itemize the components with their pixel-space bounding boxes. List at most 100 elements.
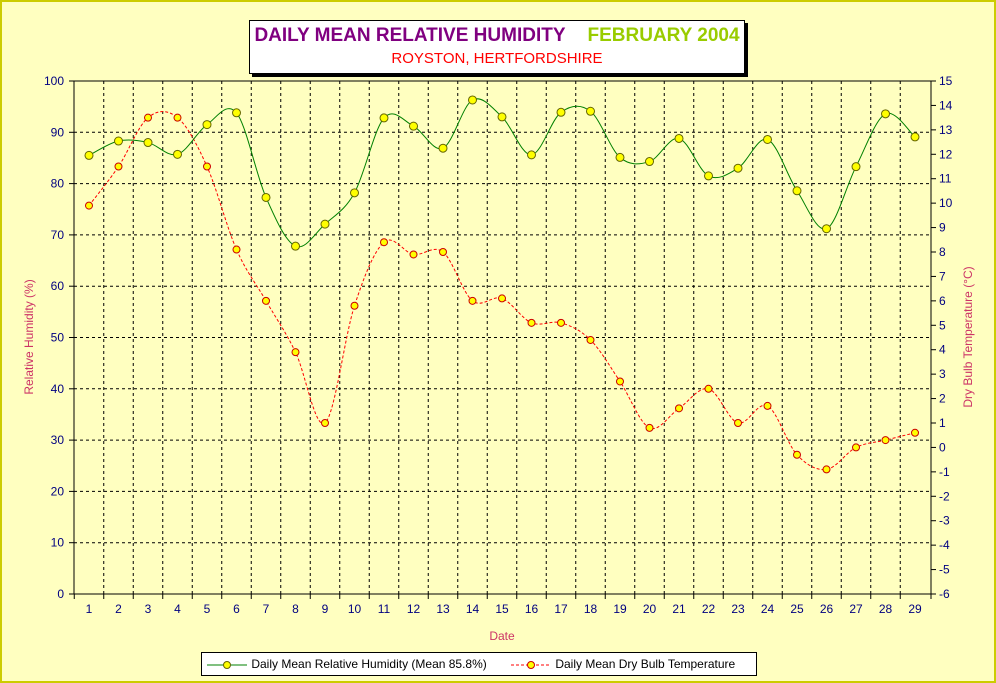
humidity-point	[881, 109, 890, 119]
x-tick-label: 25	[790, 602, 804, 616]
temperature-point	[380, 238, 388, 247]
temperature-point	[675, 404, 683, 413]
humidity-point	[851, 162, 861, 172]
x-tick-label: 3	[145, 602, 152, 616]
legend-item-temperature: Daily Mean Dry Bulb Temperature	[510, 653, 735, 675]
x-tick-label: 27	[849, 602, 863, 616]
temperature-point	[704, 384, 713, 393]
humidity-point	[792, 186, 802, 196]
legend-label-temperature: Daily Mean Dry Bulb Temperature	[555, 657, 736, 671]
x-tick-label: 29	[908, 602, 922, 616]
legend-swatch-humidity	[207, 660, 247, 669]
temperature-point	[557, 318, 565, 327]
humidity-point	[645, 157, 654, 167]
temperature-point	[262, 296, 270, 305]
temperature-point	[439, 248, 447, 256]
right-tick-label: 0	[939, 440, 946, 454]
right-tick-label: -1	[939, 465, 950, 479]
x-tick-label: 5	[204, 602, 211, 616]
x-tick-label: 21	[672, 602, 686, 616]
temperature-point	[173, 113, 182, 122]
temperature-point	[911, 428, 919, 437]
x-tick-label: 20	[643, 602, 657, 616]
humidity-point	[615, 152, 625, 162]
x-axis-label: Date	[489, 629, 515, 643]
left-tick-label: 0	[57, 587, 64, 601]
humidity-point	[910, 132, 920, 142]
chart-subtitle: ROYSTON, HERTFORDSHIRE	[391, 50, 603, 67]
right-tick-label: 15	[939, 74, 953, 88]
temperature-point	[409, 250, 418, 259]
humidity-point	[320, 219, 330, 229]
left-axis-ticks: 0 10 20 30 40 50 60 70 80 90 100	[44, 74, 74, 601]
humidity-point	[379, 113, 389, 123]
right-tick-label: 12	[939, 147, 953, 161]
left-tick-label: 100	[44, 74, 64, 88]
humidity-point	[822, 224, 831, 234]
right-tick-label: 3	[939, 367, 946, 381]
humidity-point	[84, 150, 94, 160]
right-tick-label: 8	[939, 245, 946, 259]
x-tick-label: 6	[233, 602, 240, 616]
right-tick-label: -4	[939, 538, 950, 552]
x-tick-label: 18	[584, 602, 598, 616]
left-tick-label: 80	[51, 177, 65, 191]
temperature-point	[203, 162, 211, 171]
x-tick-label: 22	[702, 602, 716, 616]
humidity-point	[527, 150, 536, 160]
left-tick-label: 10	[51, 536, 65, 550]
right-tick-label: -5	[939, 563, 950, 577]
humidity-point	[350, 188, 359, 198]
right-tick-label: 5	[939, 318, 946, 332]
title-line: DAILY MEAN RELATIVE HUMIDITY FEBRUARY 200…	[250, 25, 744, 47]
chart-title-date: FEBRUARY 2004	[587, 25, 740, 46]
x-tick-label: 23	[731, 602, 745, 616]
x-tick-label: 28	[879, 602, 893, 616]
temperature-point	[586, 335, 595, 344]
temperature-point	[114, 162, 123, 171]
x-tick-label: 14	[466, 602, 480, 616]
humidity-point	[261, 192, 271, 202]
series-temperature	[85, 111, 919, 474]
right-tick-label: 11	[939, 172, 952, 186]
temperature-point	[822, 465, 831, 474]
x-tick-label: 10	[348, 602, 362, 616]
legend-item-humidity: Daily Mean Relative Humidity (Mean 85.8%…	[206, 653, 487, 675]
humidity-point	[763, 134, 772, 144]
x-tick-label: 19	[613, 602, 627, 616]
temperature-point	[350, 301, 359, 310]
x-tick-label: 7	[263, 602, 270, 616]
x-axis-ticks: 1 2 3 4 5 6 7 8 9 10 11 12 13 14 15 16 17 18 19 20 21 22 23 24 2…	[73, 594, 932, 616]
right-tick-label: -6	[939, 587, 950, 601]
right-tick-label: -3	[939, 514, 950, 528]
temperature-point	[763, 401, 772, 410]
right-tick-label: 14	[939, 98, 953, 112]
temperature-point	[321, 419, 329, 427]
temperature-point	[468, 296, 477, 305]
left-tick-label: 70	[51, 228, 65, 242]
humidity-point	[674, 133, 684, 143]
x-tick-label: 8	[292, 602, 299, 616]
legend-label-humidity: Daily Mean Relative Humidity (Mean 85.8%…	[251, 657, 487, 671]
temperature-point	[852, 443, 860, 452]
humidity-point	[409, 121, 418, 131]
humidity-point	[497, 112, 507, 122]
x-tick-label: 15	[495, 602, 509, 616]
right-tick-label: 9	[939, 221, 946, 235]
temperature-point	[793, 450, 801, 459]
humidity-point	[438, 143, 448, 153]
legend-swatch-temperature	[511, 660, 551, 669]
temperature-point	[291, 348, 300, 357]
x-tick-label: 9	[322, 602, 329, 616]
humidity-point	[202, 120, 212, 130]
x-tick-label: 13	[436, 602, 450, 616]
temperature-point	[144, 113, 152, 122]
humidity-point	[586, 106, 595, 116]
left-tick-label: 30	[51, 433, 65, 447]
humidity-point	[468, 95, 477, 105]
left-tick-label: 90	[51, 125, 65, 139]
series-humidity	[84, 95, 920, 251]
humidity-point	[556, 107, 566, 117]
right-tick-label: 1	[939, 416, 946, 430]
